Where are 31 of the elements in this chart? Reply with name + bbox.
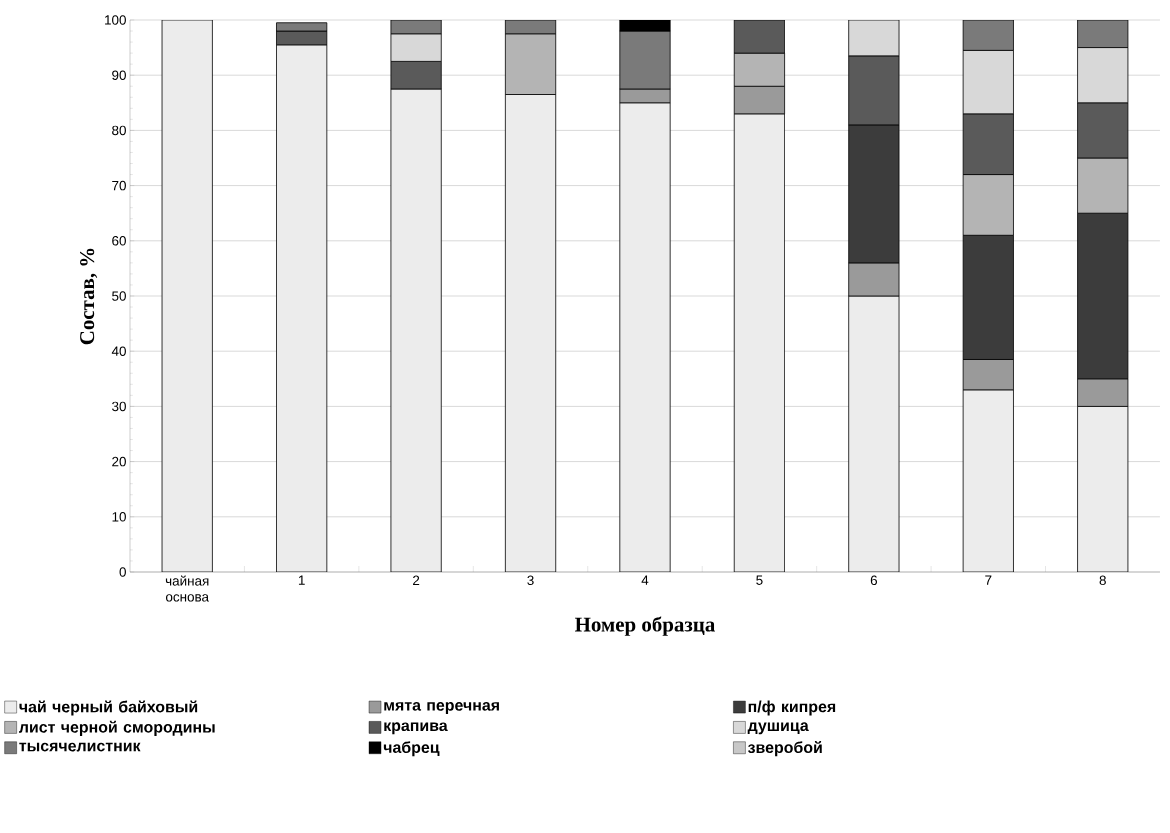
x-tick-label: 6 [870, 575, 878, 586]
y-tick-label: 10 [112, 512, 126, 522]
y-tick-label: 60 [112, 236, 126, 246]
x-tick-label: 3 [527, 575, 534, 586]
x-tick-label: 8 [1099, 575, 1106, 586]
legend-label: крапива [384, 722, 448, 735]
x-tick-label: 4 [641, 575, 649, 585]
x-tick-label: 7 [985, 575, 992, 585]
legend-label: мята перечная [384, 702, 499, 714]
legend-label: п/ф кипрея [748, 700, 836, 716]
y-tick-label: 20 [112, 456, 126, 467]
legend-label: чай черный байховый [19, 700, 198, 716]
y-tick-label: 0 [119, 567, 126, 577]
x-tick-label: чайная основа [165, 575, 210, 602]
legend-label: чабрец [383, 741, 440, 757]
y-tick-label: 40 [111, 346, 126, 356]
legend-label: тысячелистник [19, 742, 141, 752]
legend-label: душица [747, 722, 809, 735]
y-tick-label: 70 [112, 180, 126, 191]
y-tick-label: 80 [112, 125, 126, 136]
y-tick-label: 30 [112, 401, 126, 412]
y-tick-label: 90 [112, 70, 126, 80]
y-tick-label: 100 [105, 15, 126, 25]
y-axis-title: Состав, % [80, 248, 98, 345]
x-axis-title: Номер образца [575, 616, 715, 636]
y-tick-label: 50 [112, 291, 126, 301]
legend-label: зверобой [748, 741, 822, 757]
legend-label: лист черной смородины [18, 720, 215, 736]
x-tick-label: 2 [413, 575, 420, 585]
x-tick-label: 1 [298, 575, 305, 585]
x-tick-label: 5 [756, 575, 763, 585]
